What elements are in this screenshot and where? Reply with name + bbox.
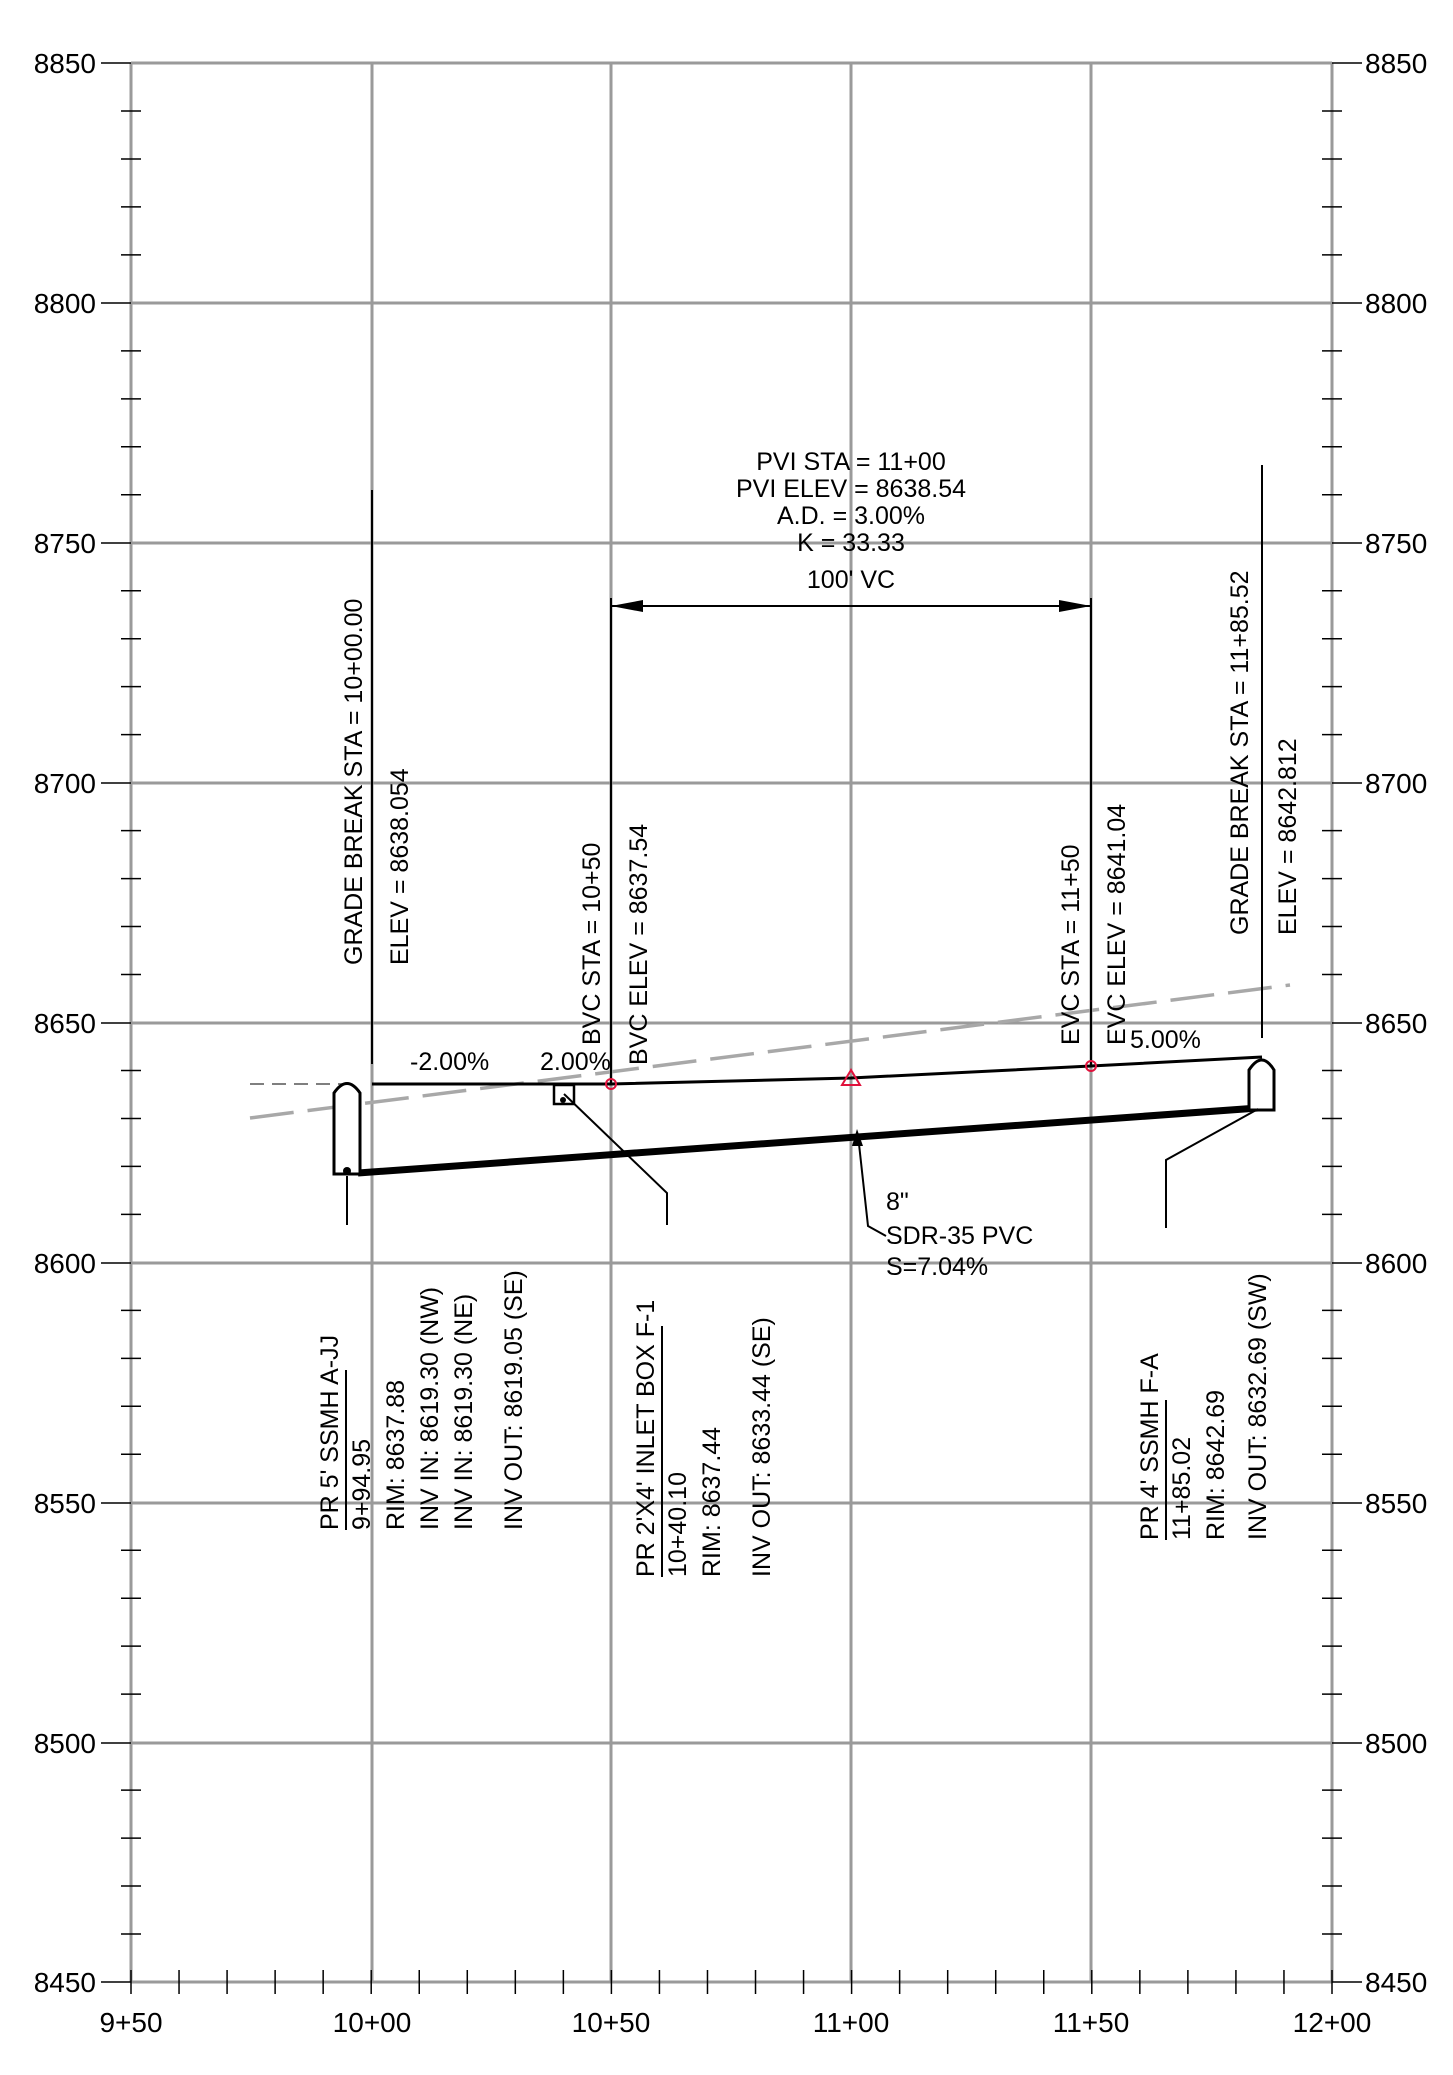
ssmh-ajj-station: 9+94.95 — [348, 1439, 376, 1530]
x-tick-label: 11+50 — [1053, 2007, 1130, 2038]
y-tick-label: 8450 — [1365, 1967, 1427, 1998]
y-tick-label: 8750 — [1365, 528, 1427, 559]
pvi-sta-label: PVI STA = 11+00 — [756, 448, 945, 476]
ssmh-ajj-label: PR 5' SSMH A-JJ 9+94.95 RIM: 8637.88 INV… — [316, 1270, 528, 1530]
ssmh-fa-name: PR 4' SSMH F-A — [1136, 1353, 1164, 1540]
pvi-marker — [840, 1068, 862, 1086]
inlet-f1-inv-out: INV OUT: 8633.44 (SE) — [748, 1317, 776, 1577]
ssmh-fa-rim: RIM: 8642.69 — [1202, 1390, 1230, 1540]
y-tick-label: 8850 — [1365, 48, 1427, 79]
bvc-elev-label: BVC ELEV = 8637.54 — [625, 824, 653, 1065]
manhole-ajj-invert-dot — [343, 1167, 351, 1175]
y-tick-label: 8700 — [1365, 768, 1427, 799]
evc-elev-label: EVC ELEV = 8641.04 — [1103, 804, 1131, 1045]
pipe-material: SDR-35 PVC — [886, 1222, 1033, 1250]
ssmh-fa-station: 11+85.02 — [1168, 1437, 1196, 1540]
grid — [129, 61, 1334, 1984]
grade-break-left-sta: GRADE BREAK STA = 10+00.00 — [340, 599, 368, 965]
sewer-pipe — [357, 1104, 1259, 1177]
inlet-box-f1-dot — [560, 1097, 566, 1103]
y-tick-label: 8750 — [34, 528, 96, 559]
grade-break-left-elev: ELEV = 8638.054 — [386, 768, 414, 965]
y-tick-label: 8650 — [34, 1008, 96, 1039]
pipe-slope: S=7.04% — [886, 1253, 988, 1281]
y-tick-label: 8500 — [1365, 1728, 1427, 1759]
evc-sta-label: EVC STA = 11+50 — [1057, 844, 1085, 1045]
proposed-grade-line — [372, 1055, 1263, 1086]
ssmh-ajj-inv-in-nw: INV IN: 8619.30 (NW) — [416, 1287, 444, 1530]
y-tick-label: 8700 — [34, 768, 96, 799]
minor-ticks — [121, 110, 1342, 1994]
y-tick-label: 8550 — [1365, 1488, 1427, 1519]
y-axis-right: 8850 8800 8750 8700 8650 8600 8550 8500 … — [1332, 48, 1427, 1998]
y-tick-label: 8500 — [34, 1728, 96, 1759]
y-tick-label: 8850 — [34, 48, 96, 79]
slope-label-1: -2.00% — [410, 1048, 489, 1076]
pipe-label: 8" SDR-35 PVC S=7.04% — [886, 1188, 1033, 1281]
vc-arrow-right — [1059, 600, 1091, 612]
evc-marker — [1085, 1060, 1097, 1072]
y-tick-label: 8800 — [34, 288, 96, 319]
y-tick-label: 8450 — [34, 1967, 96, 1998]
x-tick-label: 11+00 — [813, 2007, 890, 2038]
ssmh-ajj-name: PR 5' SSMH A-JJ — [316, 1335, 344, 1530]
x-axis: 9+50 10+00 10+50 11+00 11+50 12+00 — [99, 2007, 1371, 2038]
y-tick-label: 8800 — [1365, 288, 1427, 319]
existing-ground-line — [249, 983, 1291, 1120]
vc-length-label: 100' VC — [807, 566, 895, 594]
y-tick-label: 8600 — [34, 1248, 96, 1279]
manhole-fa — [1247, 1058, 1276, 1112]
y-tick-label: 8600 — [1365, 1248, 1427, 1279]
vc-arrow-left — [611, 600, 643, 612]
bvc-marker — [605, 1078, 617, 1090]
y-tick-label: 8550 — [34, 1488, 96, 1519]
inlet-f1-station: 10+40.10 — [664, 1472, 692, 1577]
ad-label: A.D. = 3.00% — [777, 502, 925, 530]
inlet-f1-label: PR 2'X4' INLET BOX F-1 10+40.10 RIM: 863… — [632, 1300, 776, 1577]
k-label: K = 33.33 — [797, 529, 905, 557]
inlet-leader — [563, 1093, 668, 1225]
slope-label-3: 5.00% — [1130, 1026, 1201, 1054]
grade-break-right-sta: GRADE BREAK STA = 11+85.52 — [1226, 570, 1254, 935]
x-tick-label: 10+50 — [572, 2007, 651, 2038]
ssmh-ajj-inv-out: INV OUT: 8619.05 (SE) — [500, 1270, 528, 1530]
ssmh-fa-inv-out: INV OUT: 8632.69 (SW) — [1244, 1273, 1272, 1540]
pvi-elev-label: PVI ELEV = 8638.54 — [736, 475, 966, 503]
x-tick-label: 12+00 — [1293, 2007, 1372, 2038]
x-tick-label: 9+50 — [99, 2007, 162, 2038]
slope-label-2: 2.00% — [540, 1048, 611, 1076]
pipe-leader-arrow — [852, 1129, 863, 1146]
y-axis-left: 8850 8800 8750 8700 8650 8600 8550 8500 … — [34, 48, 131, 1998]
grade-break-right-elev: ELEV = 8642.812 — [1274, 738, 1302, 935]
manhole-ajj — [332, 1082, 362, 1176]
y-tick-label: 8650 — [1365, 1008, 1427, 1039]
inlet-f1-name: PR 2'X4' INLET BOX F-1 — [632, 1300, 660, 1577]
bvc-sta-label: BVC STA = 10+50 — [578, 843, 606, 1045]
vc-data-block: PVI STA = 11+00 PVI ELEV = 8638.54 A.D. … — [736, 448, 966, 594]
ssmh-fa-label: PR 4' SSMH F-A 11+85.02 RIM: 8642.69 INV… — [1136, 1273, 1272, 1540]
pipe-size: 8" — [886, 1188, 909, 1216]
ssmh-ajj-inv-in-ne: INV IN: 8619.30 (NE) — [450, 1294, 478, 1530]
ssmh-ajj-rim: RIM: 8637.88 — [382, 1380, 410, 1530]
inlet-f1-rim: RIM: 8637.44 — [698, 1427, 726, 1577]
pipe-leader — [858, 1143, 887, 1237]
x-tick-label: 10+00 — [333, 2007, 412, 2038]
ssmh-fa-leader — [1165, 1108, 1259, 1228]
